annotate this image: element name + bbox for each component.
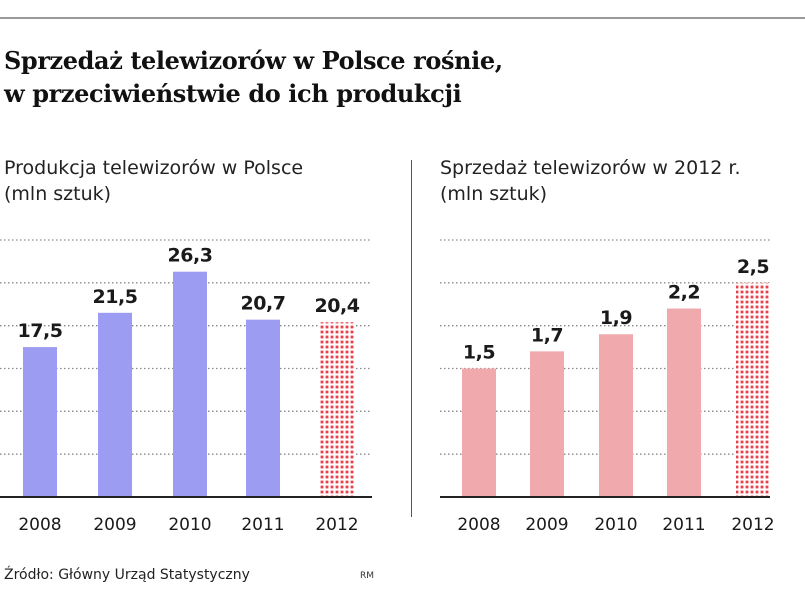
sales-value-label-2008: 1,5	[463, 342, 495, 364]
production-x-tick-2009: 2009	[93, 515, 136, 535]
sales-chart-unit: (mln sztuk)	[440, 183, 548, 205]
production-bar-2009	[98, 312, 132, 497]
production-x-tick-2011: 2011	[241, 515, 284, 535]
production-x-tick-2010: 2010	[168, 515, 211, 535]
production-bar-2008	[23, 347, 57, 497]
source-note: Źródło: Główny Urząd Statystyczny	[4, 567, 250, 583]
sales-bar-2011	[667, 308, 701, 497]
sales-x-tick-2009: 2009	[525, 515, 568, 535]
production-bar-2011	[246, 319, 280, 497]
sales-chart-title: Sprzedaż telewizorów w 2012 r.	[440, 157, 741, 179]
production-value-label-2008: 17,5	[18, 320, 63, 342]
production-value-label-2010: 26,3	[168, 245, 213, 267]
production-bar-2012	[320, 322, 354, 497]
sales-chart: 1,5 2008 1,7 2009 1,9 2010 2,2 2011 2,5 2012	[440, 239, 775, 535]
production-chart-unit: (mln sztuk)	[4, 183, 112, 205]
sales-chart-heading: Sprzedaż telewizorów w 2012 r. (mln sztuk…	[440, 155, 741, 207]
sales-value-label-2012: 2,5	[737, 256, 769, 278]
sales-bar-2010	[599, 334, 633, 497]
production-value-label-2012: 20,4	[315, 295, 360, 317]
panel-divider	[411, 160, 412, 517]
production-chart: 17,5 2008 21,5 2009 26,3 2010 20,7 2011 20,4 2012	[0, 239, 372, 535]
sales-value-label-2011: 2,2	[668, 282, 700, 304]
production-x-tick-2008: 2008	[18, 515, 61, 535]
production-x-tick-2012: 2012	[315, 515, 358, 535]
author-credit: RM	[360, 571, 375, 581]
chart-title: Sprzedaż telewizorów w Polsce rośnie, w p…	[4, 44, 794, 110]
production-value-label-2011: 20,7	[241, 293, 286, 315]
production-value-label-2009: 21,5	[93, 286, 138, 308]
sales-x-tick-2012: 2012	[731, 515, 774, 535]
production-chart-title: Produkcja telewizorów w Polsce	[4, 157, 304, 179]
sales-value-label-2009: 1,7	[531, 324, 563, 346]
sales-bar-2008	[462, 368, 496, 497]
sales-x-tick-2010: 2010	[594, 515, 637, 535]
sales-value-label-2010: 1,9	[600, 307, 632, 329]
sales-bar-2009	[530, 351, 564, 497]
sales-bar-2012	[736, 282, 770, 497]
title-line-1: Sprzedaż telewizorów w Polsce rośnie,	[4, 46, 503, 75]
sales-x-tick-2011: 2011	[662, 515, 705, 535]
top-rule	[0, 17, 805, 19]
title-line-2: w przeciwieństwie do ich produkcji	[4, 79, 462, 108]
production-chart-heading: Produkcja telewizorów w Polsce (mln sztuk…	[4, 155, 303, 207]
production-bar-2010	[173, 271, 207, 497]
sales-x-tick-2008: 2008	[457, 515, 500, 535]
